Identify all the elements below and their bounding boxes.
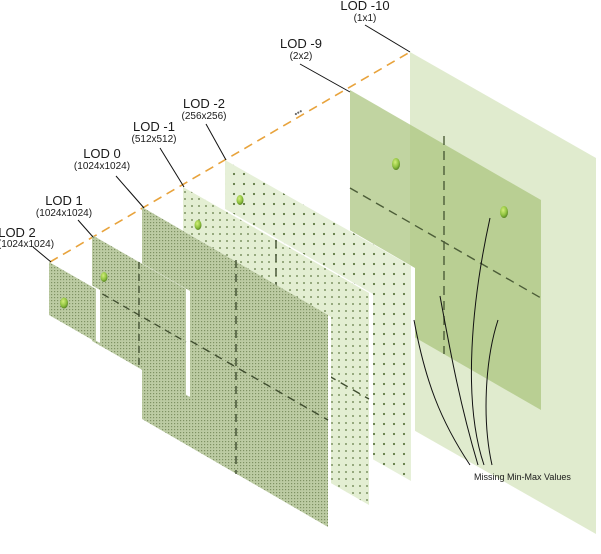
lod-label-size: (2x2) [290,51,313,62]
plane-lod-1 [91,235,190,397]
lod-label-size: (1024x1024) [36,208,92,219]
sample-marker [500,206,508,218]
sample-marker [100,272,108,282]
leader-lines [32,24,411,263]
lod-label-title: LOD -9 [280,36,322,51]
lod-label-title: LOD 2 [0,225,36,240]
sample-marker [194,220,202,230]
missing-values-callout-lines [413,217,499,466]
lod-labels: LOD 2 (1024x1024) LOD 1 (1024x1024) LOD … [0,0,390,250]
sample-marker [60,297,68,309]
lod-label-size: (1024x1024) [74,161,130,172]
lod-label-size: (1x1) [354,13,377,24]
ellipsis-indicator: ••• [293,107,305,119]
plane-lod-2 [49,262,100,343]
lod-label-size: (512x512) [131,134,176,145]
lod-label-title: LOD 0 [83,146,121,161]
lod-label-title: LOD -10 [340,0,389,13]
lod-label-size: (256x256) [181,111,226,122]
sample-marker [236,195,244,205]
lod-label-size: (1024x1024) [0,239,54,250]
lod-label-title: LOD -2 [183,96,225,111]
lod-label-title: LOD 1 [45,193,83,208]
sample-marker [392,158,400,170]
missing-values-annotation: Missing Min-Max Values [474,472,571,482]
corner-guide-line [49,51,411,263]
lod-label-title: LOD -1 [133,119,175,134]
